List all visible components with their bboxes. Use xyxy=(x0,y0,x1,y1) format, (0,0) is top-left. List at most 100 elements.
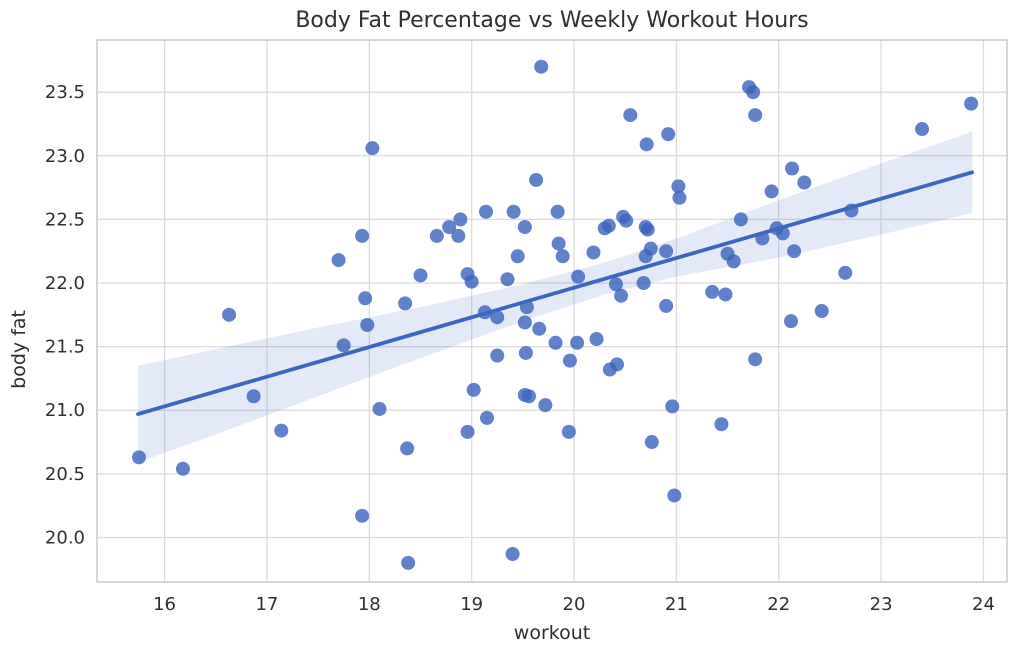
scatter-point xyxy=(246,389,261,404)
scatter-point xyxy=(733,212,748,227)
scatter-point xyxy=(500,272,515,287)
x-tick-label: 19 xyxy=(460,594,483,615)
scatter-point xyxy=(589,331,604,346)
scatter-point xyxy=(466,382,481,397)
x-tick-label: 21 xyxy=(665,594,688,615)
x-tick-label: 18 xyxy=(358,594,381,615)
scatter-point xyxy=(529,172,544,187)
scatter-point xyxy=(748,352,763,367)
scatter-point xyxy=(222,307,237,322)
scatter-point xyxy=(336,338,351,353)
scatter-point xyxy=(360,317,375,332)
scatter-point xyxy=(372,401,387,416)
scatter-point xyxy=(517,315,532,330)
scatter-point xyxy=(517,220,532,235)
scatter-point xyxy=(398,296,413,311)
regression-line xyxy=(136,170,975,416)
scatter-point xyxy=(784,314,799,329)
x-tick-label: 23 xyxy=(870,594,893,615)
x-axis-label: workout xyxy=(513,622,591,644)
y-tick-label: 21.5 xyxy=(45,337,85,358)
scatter-point xyxy=(748,108,763,123)
scatter-point xyxy=(331,253,346,268)
chart-title: Body Fat Percentage vs Weekly Workout Ho… xyxy=(295,8,809,33)
plot-frame xyxy=(96,39,1008,583)
x-tick-label: 20 xyxy=(563,594,586,615)
y-axis-label-text: body fat xyxy=(8,310,30,389)
scatter-point xyxy=(561,424,576,439)
scatter-point xyxy=(480,410,494,425)
y-tick-label: 20.0 xyxy=(45,527,85,548)
scatter-point xyxy=(644,435,659,450)
scatter-point xyxy=(400,441,415,456)
scatter-point xyxy=(614,288,629,303)
y-tick-label: 22.5 xyxy=(45,209,85,230)
scatter-point xyxy=(964,96,979,111)
scatter-point xyxy=(608,277,623,292)
scatter-point xyxy=(672,190,687,205)
scatter-point xyxy=(785,161,800,176)
scatter-point xyxy=(718,287,733,302)
scatter-point xyxy=(478,204,493,219)
scatter-point xyxy=(464,274,479,289)
scatter-point xyxy=(490,310,505,325)
scatter-point xyxy=(274,423,289,438)
scatter-point xyxy=(460,424,475,439)
scatter-point xyxy=(570,335,585,350)
y-tick-label: 23.0 xyxy=(45,146,85,167)
scatter-point xyxy=(131,450,146,465)
scatter-point xyxy=(442,220,457,235)
scatter-point xyxy=(355,228,370,243)
scatter-point xyxy=(619,213,634,228)
scatter-point xyxy=(671,179,686,194)
y-tick-label: 20.5 xyxy=(45,464,85,485)
x-tick-label: 22 xyxy=(767,594,790,615)
x-tick-label: 16 xyxy=(153,594,176,615)
scatter-point xyxy=(746,85,761,100)
scatter-point xyxy=(714,417,729,432)
scatter-point xyxy=(532,321,547,336)
scatter-point xyxy=(555,249,570,264)
scatter-point xyxy=(505,547,520,562)
scatter-point xyxy=(365,141,380,156)
x-tick-label: 24 xyxy=(972,594,995,615)
scatter-point xyxy=(510,249,525,264)
scatter-point xyxy=(661,127,676,142)
scatter-point xyxy=(538,398,553,413)
scatter-point xyxy=(521,389,536,404)
scatter-point xyxy=(726,254,741,269)
scatter-point xyxy=(638,249,653,264)
scatter-point xyxy=(506,204,521,219)
y-tick-label: 21.0 xyxy=(45,400,85,421)
confidence-band xyxy=(137,131,973,463)
scatter-point xyxy=(797,175,812,190)
scatter-point xyxy=(490,348,505,363)
scatter-point xyxy=(667,488,682,503)
scatter-point xyxy=(401,555,416,570)
scatter-point xyxy=(518,345,533,360)
scatter-point xyxy=(429,228,444,243)
scatter-point xyxy=(623,108,638,123)
scatter-point xyxy=(915,122,930,137)
scatter-point xyxy=(586,245,601,260)
scatter-point xyxy=(665,399,680,414)
scatter-point xyxy=(551,236,566,251)
scatter-point xyxy=(602,362,617,377)
scatter-point xyxy=(571,269,586,284)
scatter-point xyxy=(787,244,802,259)
scatter-point xyxy=(597,221,612,236)
scatter-point xyxy=(639,137,654,152)
scatter-point xyxy=(548,335,563,350)
y-tick-label: 22.0 xyxy=(45,273,85,294)
scatter-point xyxy=(451,228,466,243)
scatter-point xyxy=(358,291,373,306)
scatter-point xyxy=(659,244,674,259)
scatter-point xyxy=(705,284,720,299)
scatter-point xyxy=(534,59,549,74)
scatter-point xyxy=(413,268,428,283)
scatter-point xyxy=(659,298,674,313)
scatter-point xyxy=(550,204,565,219)
